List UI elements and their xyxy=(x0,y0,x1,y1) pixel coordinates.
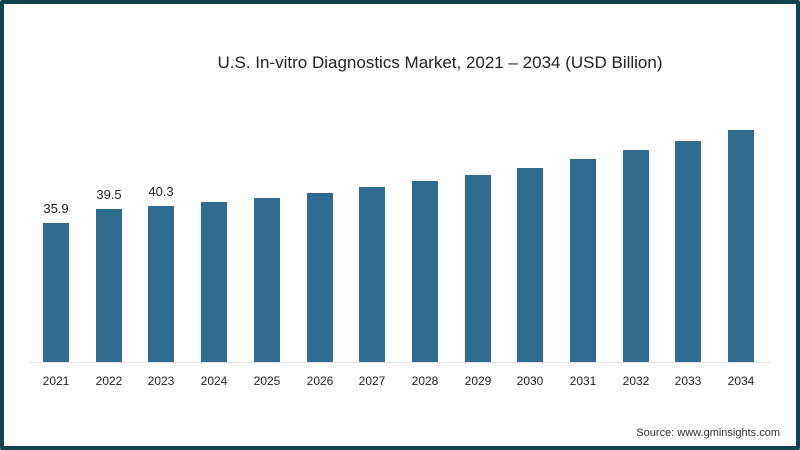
x-tick-2028: 2028 xyxy=(411,374,439,388)
x-tick-2026: 2026 xyxy=(306,374,334,388)
chart-title: U.S. In-vitro Diagnostics Market, 2021 –… xyxy=(217,53,663,72)
x-axis-baseline xyxy=(30,362,770,363)
bar-2023 xyxy=(148,206,174,362)
data-label-2022: 39.5 xyxy=(96,187,122,202)
bar-2022 xyxy=(96,209,122,362)
x-tick-2021: 2021 xyxy=(42,374,70,388)
source-note: Source: www.gminsights.com xyxy=(636,427,780,439)
bar-2027 xyxy=(359,187,385,362)
bar-2029 xyxy=(465,175,491,362)
bar-2024 xyxy=(201,202,227,362)
x-tick-2034: 2034 xyxy=(727,374,755,388)
bar-2026 xyxy=(307,193,333,362)
x-tick-2025: 2025 xyxy=(253,374,281,388)
bar-2028 xyxy=(412,181,438,362)
bar-2021 xyxy=(43,223,69,362)
bar-2034 xyxy=(728,130,754,362)
bar-2025 xyxy=(254,198,280,362)
bar-2030 xyxy=(517,168,543,362)
x-tick-2032: 2032 xyxy=(622,374,650,388)
bar-2032 xyxy=(623,150,649,362)
x-tick-2023: 2023 xyxy=(147,374,175,388)
x-tick-2031: 2031 xyxy=(569,374,597,388)
x-tick-2027: 2027 xyxy=(358,374,386,388)
data-label-2023: 40.3 xyxy=(148,184,174,199)
x-tick-2033: 2033 xyxy=(674,374,702,388)
bar-2033 xyxy=(675,141,701,362)
x-tick-2022: 2022 xyxy=(95,374,123,388)
bar-2031 xyxy=(570,159,596,362)
x-tick-2029: 2029 xyxy=(464,374,492,388)
x-tick-2024: 2024 xyxy=(200,374,228,388)
data-label-2021: 35.9 xyxy=(43,201,69,216)
x-tick-2030: 2030 xyxy=(516,374,544,388)
